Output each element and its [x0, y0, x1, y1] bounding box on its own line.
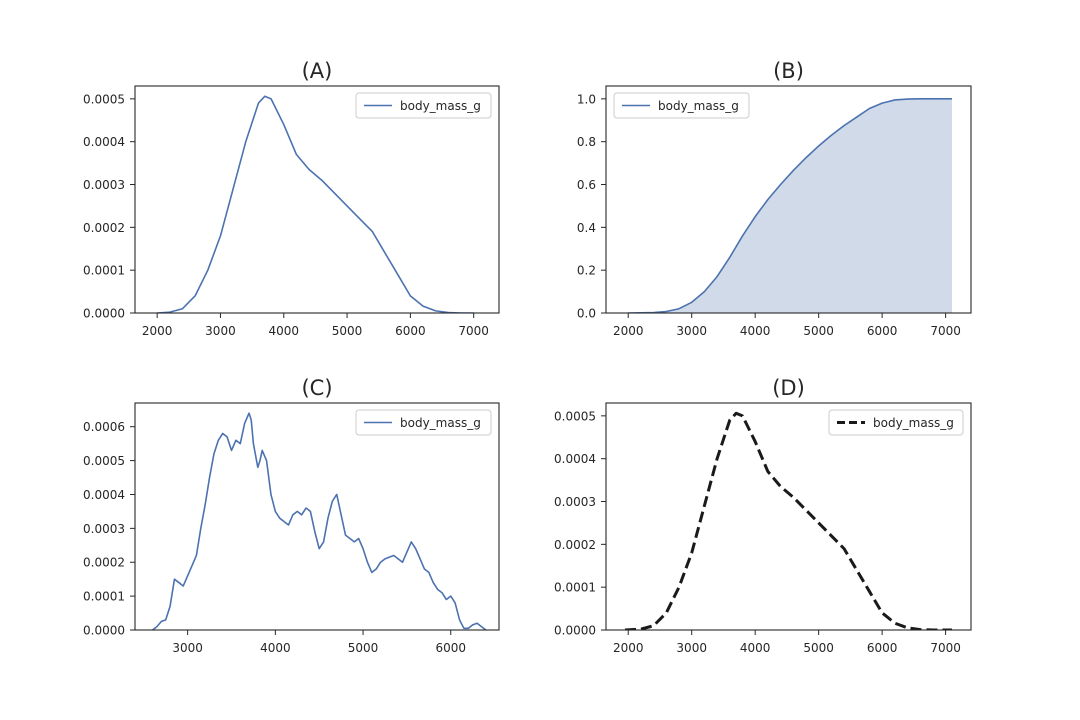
x-tick-label: 6000 [867, 641, 898, 655]
y-tick-label: 0.4 [577, 221, 596, 235]
legend-box [613, 92, 750, 119]
legend-label: body_mass_g [400, 416, 481, 430]
y-tick-label: 0.0004 [83, 135, 125, 149]
legend: body_mass_g [355, 92, 492, 119]
y-tick-label: 0.0005 [554, 409, 596, 423]
panel-title: (B) [773, 59, 804, 83]
x-tick-label: 5000 [348, 641, 379, 655]
y-tick-label: 0.0006 [83, 420, 125, 434]
y-tick-label: 0.0005 [83, 92, 125, 106]
x-tick-label: 6000 [867, 324, 898, 338]
y-tick-label: 0.0002 [83, 556, 125, 570]
x-tick-label: 3000 [172, 641, 203, 655]
panel-title: (C) [301, 376, 332, 400]
legend: body_mass_g [355, 409, 492, 436]
y-tick-label: 0.2 [577, 264, 596, 278]
legend-label: body_mass_g [400, 99, 481, 113]
series-area-b [628, 98, 952, 313]
y-tick-label: 0.0003 [83, 522, 125, 536]
series-line-a [157, 95, 474, 313]
y-tick-label: 0.0003 [554, 495, 596, 509]
y-tick-label: 0.6 [577, 178, 596, 192]
x-tick-label: 3000 [676, 641, 707, 655]
x-tick-label: 2000 [613, 641, 644, 655]
panel-title: (A) [302, 59, 333, 83]
x-tick-label: 5000 [803, 324, 834, 338]
y-tick-label: 0.0 [577, 307, 596, 321]
legend: body_mass_g [613, 92, 750, 119]
x-tick-label: 3000 [676, 324, 707, 338]
legend-label: body_mass_g [873, 416, 954, 430]
y-tick-label: 0.0005 [83, 454, 125, 468]
y-tick-label: 1.0 [577, 92, 596, 106]
x-tick-label: 4000 [740, 641, 771, 655]
x-tick-label: 6000 [395, 324, 426, 338]
panel-title: (D) [772, 376, 805, 400]
legend-label: body_mass_g [658, 99, 739, 113]
x-tick-label: 7000 [458, 324, 489, 338]
axes-frame [605, 402, 972, 631]
x-tick-label: 4000 [260, 641, 291, 655]
y-tick-label: 0.0001 [83, 590, 125, 604]
x-tick-label: 4000 [740, 324, 771, 338]
panel-d: 2000 3000 4000 5000 6000 7000 0.0000 0.0001 0.00… [554, 376, 972, 655]
axes-frame [134, 85, 500, 314]
y-tick-label: 0.0002 [554, 538, 596, 552]
x-tick-label: 6000 [435, 641, 466, 655]
x-tick-label: 5000 [803, 641, 834, 655]
y-tick-label: 0.0002 [83, 221, 125, 235]
x-tick-label: 2000 [142, 324, 173, 338]
x-tick-label: 7000 [930, 324, 961, 338]
x-tick-label: 3000 [205, 324, 236, 338]
series-line-c [152, 412, 487, 630]
x-tick-label: 7000 [930, 641, 961, 655]
x-tick-label: 2000 [613, 324, 644, 338]
y-tick-label: 0.0004 [83, 488, 125, 502]
series-line-b [628, 98, 952, 313]
panel-a: 2000 3000 4000 5000 6000 7000 0.0000 0.0001 0.00… [83, 59, 500, 338]
axes-frame [605, 85, 972, 314]
panel-b: 2000 3000 4000 5000 6000 7000 0.0 0.2 0.4 0.6 0.8 1… [577, 59, 972, 338]
y-tick-label: 0.8 [577, 135, 596, 149]
axes-frame [134, 402, 500, 631]
x-tick-label: 5000 [332, 324, 363, 338]
y-tick-label: 0.0003 [83, 178, 125, 192]
y-tick-label: 0.0001 [554, 581, 596, 595]
y-tick-label: 0.0000 [554, 624, 596, 638]
y-tick-label: 0.0000 [83, 624, 125, 638]
y-tick-label: 0.0000 [83, 307, 125, 321]
legend-box [355, 92, 492, 119]
x-tick-label: 4000 [268, 324, 299, 338]
y-tick-label: 0.0001 [83, 264, 125, 278]
legend-box [355, 409, 492, 436]
legend: body_mass_g [828, 409, 964, 436]
panel-c: 3000 4000 5000 6000 0.0000 0.0001 0.0002 0.0003… [83, 376, 500, 655]
series-line-d [624, 411, 952, 630]
legend-box [828, 409, 964, 436]
y-tick-label: 0.0004 [554, 452, 596, 466]
